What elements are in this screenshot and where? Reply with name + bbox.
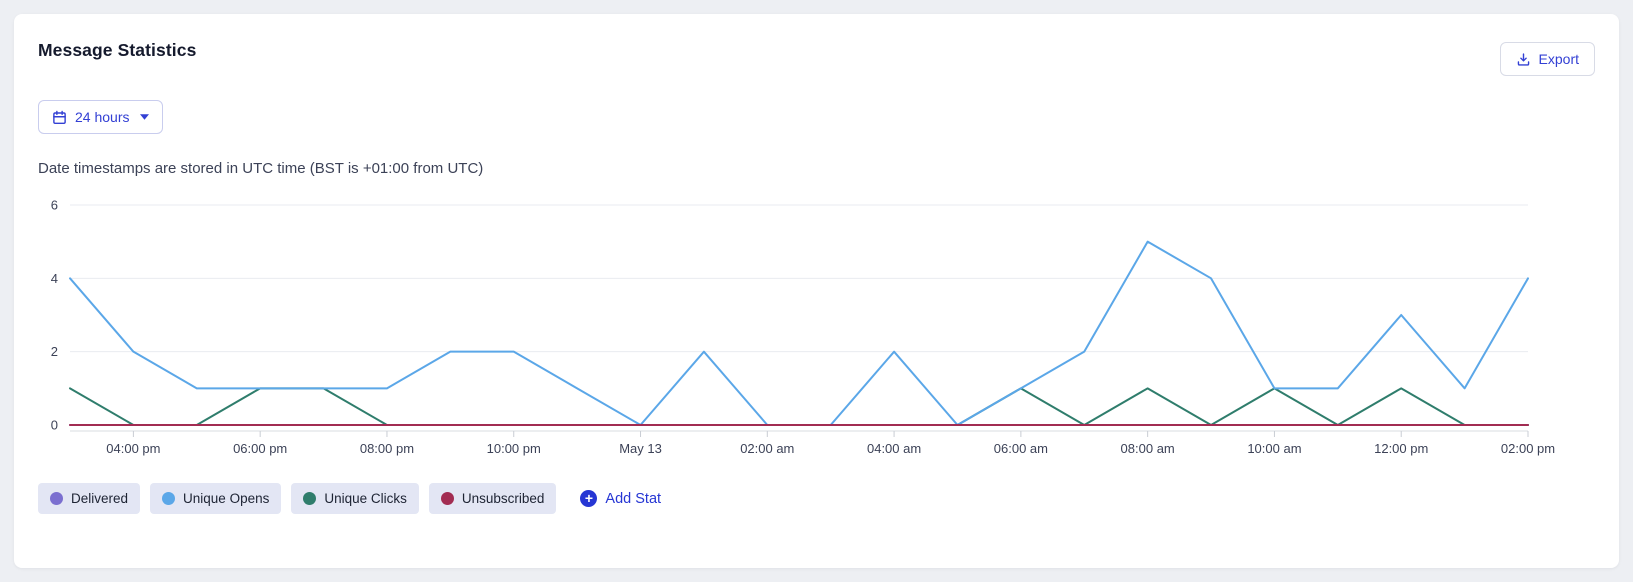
legend-item-delivered[interactable]: Delivered <box>38 483 141 514</box>
add-stat-label: Add Stat <box>605 490 662 507</box>
legend-dot <box>440 492 454 505</box>
svg-text:6: 6 <box>51 197 58 212</box>
legend-dot <box>303 492 317 505</box>
plus-icon: + <box>580 490 598 507</box>
legend-item-label: Unique Clicks <box>324 491 407 506</box>
chevron-down-icon <box>140 114 150 120</box>
legend-item-label: Delivered <box>71 491 129 506</box>
legend: Delivered Unique Opens Unique Clicks Unsubs… <box>38 483 1595 514</box>
range-label: 24 hours <box>75 109 130 125</box>
timezone-note: Date timestamps are stored in UTC time (… <box>38 160 484 177</box>
legend-item-label: Unique Opens <box>183 491 270 506</box>
legend-item-label: Unsubscribed <box>461 491 545 506</box>
message-statistics-card: Message Statistics Export 24 hours Date … <box>14 14 1619 568</box>
legend-item-unique-clicks[interactable]: Unique Clicks <box>291 483 419 514</box>
time-range-dropdown[interactable]: 24 hours <box>38 100 164 134</box>
page-title: Message Statistics <box>38 40 197 60</box>
calendar-icon <box>53 110 66 124</box>
svg-text:06:00 pm: 06:00 pm <box>233 441 287 456</box>
legend-dot <box>162 492 176 505</box>
svg-text:02:00 am: 02:00 am <box>740 441 794 456</box>
legend-item-unique-opens[interactable]: Unique Opens <box>150 483 282 514</box>
svg-text:May 13: May 13 <box>619 441 662 456</box>
svg-text:06:00 am: 06:00 am <box>994 441 1048 456</box>
export-label: Export <box>1538 51 1579 67</box>
svg-text:08:00 pm: 08:00 pm <box>360 441 414 456</box>
download-icon <box>1517 52 1529 66</box>
svg-text:04:00 pm: 04:00 pm <box>106 441 160 456</box>
svg-text:02:00 pm: 02:00 pm <box>1501 441 1555 456</box>
svg-text:2: 2 <box>51 344 58 359</box>
legend-dot <box>50 492 63 505</box>
svg-text:04:00 am: 04:00 am <box>867 441 921 456</box>
svg-text:12:00 pm: 12:00 pm <box>1374 441 1428 456</box>
legend-items: Delivered Unique Opens Unique Clicks Unsubs… <box>38 483 557 514</box>
legend-item-unsubscribed[interactable]: Unsubscribed <box>428 483 557 514</box>
export-button[interactable]: Export <box>1499 42 1595 76</box>
svg-text:0: 0 <box>51 418 58 433</box>
stats-chart: 0 2 4 6 04:00 pm 06:00 pm 08:00 pm 10:00 pm May … <box>51 197 1555 456</box>
add-stat-button[interactable]: + Add Stat <box>574 489 667 508</box>
card-header: Message Statistics Export <box>38 40 1595 76</box>
svg-text:10:00 pm: 10:00 pm <box>487 441 541 456</box>
svg-text:4: 4 <box>51 271 58 286</box>
svg-text:08:00 am: 08:00 am <box>1121 441 1175 456</box>
svg-text:10:00 am: 10:00 am <box>1247 441 1301 456</box>
